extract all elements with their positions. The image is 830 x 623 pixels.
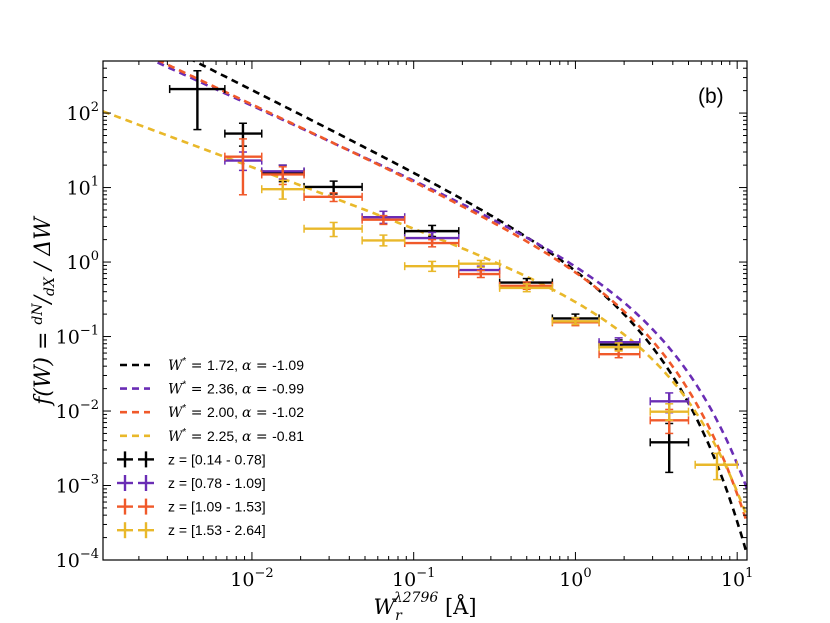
legend-fit-label: W* = 2.00, α = -1.02	[168, 403, 304, 421]
y-tick-label: 102	[67, 100, 99, 125]
legend-series-marker	[117, 522, 133, 539]
x-axis-label-text: Wrλ2796 [Å]	[373, 590, 476, 623]
y-tick-label: 101	[67, 175, 99, 200]
data-point	[598, 342, 641, 352]
data-point	[694, 452, 738, 481]
fit-curve	[191, 61, 747, 555]
fit-curve	[151, 61, 747, 490]
data-point	[303, 180, 363, 195]
y-axis-label: f(W) = dN/dX / ΔW	[30, 215, 58, 407]
data-point	[458, 269, 501, 279]
data-point	[303, 221, 363, 238]
data-point	[224, 138, 263, 196]
legend-series-marker	[138, 522, 154, 539]
legend-fit-label: W* = 2.36, α = -0.99	[168, 380, 304, 398]
legend-series-marker	[138, 475, 154, 491]
axes	[103, 60, 747, 561]
legend-series-label: z = [0.78 - 1.09]	[168, 475, 266, 491]
y-tick-label: 10−2	[56, 398, 99, 423]
legend-fit-label: W* = 1.72, α = -1.09	[168, 356, 304, 374]
plot-frame	[102, 60, 748, 561]
legend-series-marker	[138, 451, 154, 468]
data-point	[649, 403, 690, 422]
legend-series-label: z = [1.53 - 2.64]	[168, 522, 266, 538]
data-point	[498, 283, 554, 293]
fit-curves	[103, 61, 747, 555]
y-tick-label: 10−3	[56, 473, 99, 498]
y-tick-label: 10−4	[56, 547, 99, 572]
legend-series-marker	[117, 475, 133, 491]
data-point	[458, 259, 501, 269]
data-point	[261, 179, 305, 200]
data-points	[168, 69, 738, 481]
x-tick-label: 10−2	[230, 566, 273, 591]
legend-series-marker	[138, 498, 154, 515]
y-tick-label: 100	[67, 249, 99, 274]
x-tick-label: 101	[721, 566, 753, 591]
y-tick-label: 10−1	[56, 324, 99, 349]
data-point	[551, 316, 600, 326]
legend-series-label: z = [0.14 - 0.78]	[168, 451, 266, 467]
tick-labels: 10−2 10−1 100 101 10−4 10−3 10−2 10−1 100 101 102	[56, 100, 754, 591]
y-axis-label-text: f(W) = dN/dX / ΔW	[30, 215, 58, 407]
x-tick-label: 100	[559, 566, 591, 591]
data-point	[403, 260, 460, 273]
data-point	[403, 238, 460, 248]
legend-series-marker	[117, 451, 133, 468]
x-axis-label: Wrλ2796 [Å]	[373, 590, 476, 623]
data-point	[361, 214, 406, 226]
data-point	[361, 234, 406, 247]
legend-series-label: z = [1.09 - 1.53]	[168, 499, 266, 515]
legend-series-marker	[117, 498, 133, 515]
fit-curve	[156, 61, 747, 524]
legend-fit-label: W* = 2.25, α = -0.81	[168, 427, 304, 445]
panel-label: (b)	[698, 85, 724, 108]
legend: W* = 1.72, α = -1.09 W* = 2.36, α = -0.99…	[117, 356, 304, 539]
x-tick-label: 10−1	[392, 566, 435, 591]
data-point	[303, 192, 363, 203]
data-point	[168, 69, 226, 131]
